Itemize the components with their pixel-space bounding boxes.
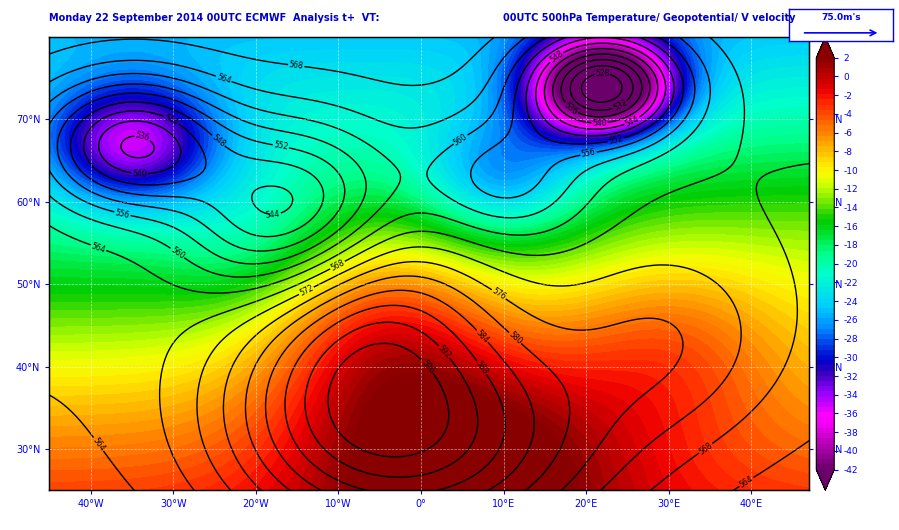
Text: 564: 564 — [738, 474, 755, 490]
Text: 540: 540 — [132, 169, 147, 179]
Text: 548: 548 — [547, 49, 565, 65]
Text: 556: 556 — [114, 208, 130, 220]
Text: 544: 544 — [624, 114, 641, 128]
Text: 540: 540 — [592, 118, 607, 128]
Text: 552: 552 — [608, 134, 624, 146]
Text: 528: 528 — [595, 69, 610, 78]
Text: 572: 572 — [298, 284, 315, 298]
Text: Monday 22 September 2014 00UTC ECMWF  Analysis t+  VT:: Monday 22 September 2014 00UTC ECMWF Ana… — [49, 13, 380, 23]
Text: 536: 536 — [563, 100, 580, 117]
Text: 548: 548 — [209, 132, 227, 149]
Text: 556: 556 — [581, 148, 597, 160]
Text: 576: 576 — [490, 287, 507, 302]
Text: 568: 568 — [289, 60, 304, 71]
Text: 580: 580 — [507, 330, 523, 346]
Text: 588: 588 — [474, 359, 490, 376]
Text: 560: 560 — [452, 131, 469, 147]
Text: 564: 564 — [90, 241, 107, 254]
Text: 536: 536 — [134, 130, 151, 143]
Text: 564: 564 — [216, 72, 232, 85]
Text: 544: 544 — [265, 209, 280, 219]
PathPatch shape — [816, 470, 834, 490]
Text: 532: 532 — [611, 98, 628, 113]
Text: 75.0m's: 75.0m's — [821, 13, 861, 22]
Text: 584: 584 — [474, 328, 491, 344]
Text: 596: 596 — [420, 358, 436, 375]
Text: 544: 544 — [163, 112, 180, 127]
Text: 00UTC 500hPa Temperature/ Geopotential/ V velocity: 00UTC 500hPa Temperature/ Geopotential/ … — [503, 13, 796, 23]
Text: 592: 592 — [436, 343, 452, 360]
Text: 564: 564 — [91, 436, 106, 453]
Text: 552: 552 — [273, 140, 289, 152]
Text: 560: 560 — [169, 245, 186, 261]
Text: 568: 568 — [697, 440, 714, 456]
Text: 568: 568 — [329, 258, 346, 272]
PathPatch shape — [816, 37, 834, 58]
